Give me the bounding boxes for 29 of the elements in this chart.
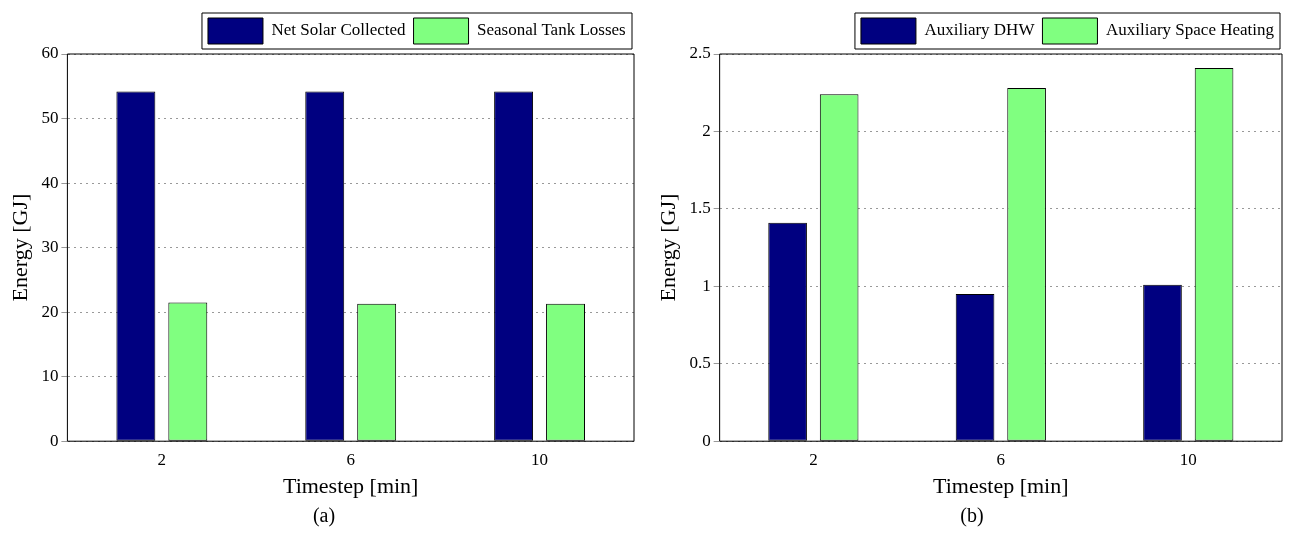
y-axis-title: Energy [GJ] — [654, 193, 680, 302]
x-tick-label: 6 — [346, 449, 355, 469]
y-tick-label: 1 — [702, 275, 711, 295]
legend-label: Auxiliary Space Heating — [1105, 20, 1275, 40]
y-tick-label: 2 — [702, 120, 711, 140]
y-tick-label: 0 — [702, 430, 711, 450]
legend-label: Seasonal Tank Losses — [477, 20, 626, 40]
x-tick-label: 2 — [809, 449, 818, 469]
x-axis-title: Timestep [min] — [282, 472, 419, 498]
x-tick-label: 2 — [157, 449, 167, 469]
y-tick-label: 60 — [41, 43, 59, 63]
y-tick-label: 0 — [49, 430, 59, 450]
text: (a) — [312, 504, 336, 527]
y-tick-label: 40 — [41, 172, 59, 192]
x-axis-title: Timestep [min] — [933, 472, 1069, 498]
y-tick-label: 2.5 — [689, 43, 711, 63]
x-tick-label: 10 — [1179, 449, 1197, 469]
y-axis-title: Energy [GJ] — [6, 193, 32, 302]
y-tick-label: 0.5 — [689, 353, 711, 373]
y-tick-label: 50 — [41, 108, 59, 127]
y-tick-label: 1.5 — [689, 198, 711, 218]
text: (b) — [960, 504, 984, 527]
y-tick-label: 30 — [41, 237, 59, 257]
y-tick-label: 10 — [41, 366, 59, 386]
legend-label: Net Solar Collected — [271, 20, 407, 40]
y-tick-label: 20 — [41, 301, 59, 321]
x-tick-label: 6 — [996, 449, 1006, 469]
x-tick-label: 10 — [531, 449, 549, 469]
legend-label: Auxiliary DHW — [924, 20, 1036, 40]
